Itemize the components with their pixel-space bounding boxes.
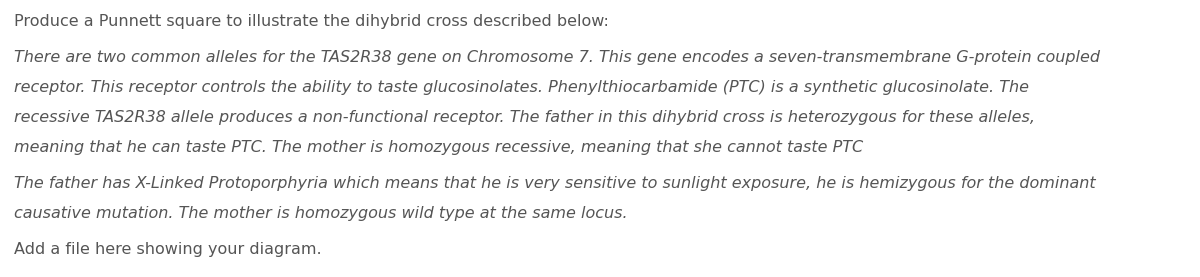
Text: The father has X-Linked Protoporphyria which means that he is very sensitive to : The father has X-Linked Protoporphyria w…	[14, 176, 1096, 191]
Text: recessive TAS2R38 allele produces a non-functional receptor. The father in this : recessive TAS2R38 allele produces a non-…	[14, 110, 1034, 125]
Text: receptor. This receptor controls the ability to taste glucosinolates. Phenylthio: receptor. This receptor controls the abi…	[14, 80, 1030, 95]
Text: Produce a Punnett square to illustrate the dihybrid cross described below:: Produce a Punnett square to illustrate t…	[14, 14, 608, 29]
Text: meaning that he can taste PTC. The mother is homozygous recessive, meaning that : meaning that he can taste PTC. The mothe…	[14, 140, 863, 155]
Text: There are two common alleles for the TAS2R38 gene on Chromosome 7. This gene enc: There are two common alleles for the TAS…	[14, 50, 1100, 65]
Text: Add a file here showing your diagram.: Add a file here showing your diagram.	[14, 242, 322, 257]
Text: causative mutation. The mother is homozygous wild type at the same locus.: causative mutation. The mother is homozy…	[14, 206, 628, 221]
